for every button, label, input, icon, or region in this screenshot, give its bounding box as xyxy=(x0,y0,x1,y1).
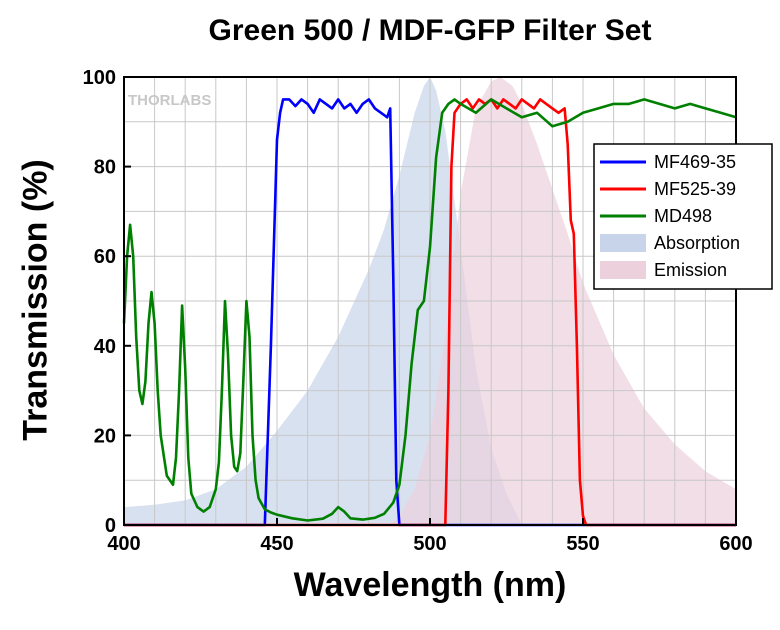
chart-title: Green 500 / MDF-GFP Filter Set xyxy=(208,14,652,47)
x-tick-label: 550 xyxy=(566,533,599,555)
y-tick-label: 40 xyxy=(94,336,116,358)
y-tick-label: 0 xyxy=(105,515,116,537)
x-tick-label: 450 xyxy=(260,533,293,555)
x-tick-label: 600 xyxy=(719,533,752,555)
legend-label: Absorption xyxy=(654,233,740,253)
y-tick-label: 80 xyxy=(94,157,116,179)
legend-label: Emission xyxy=(654,260,727,280)
legend-label: MD498 xyxy=(654,206,712,226)
legend-label: MF469-35 xyxy=(654,152,736,172)
legend: MF469-35 MF525-39 MD498 Absorption Emission xyxy=(593,143,773,290)
y-tick-label: 100 xyxy=(83,67,116,89)
x-tick-label: 400 xyxy=(107,533,140,555)
legend-swatch xyxy=(600,261,646,279)
legend-label: MF525-39 xyxy=(654,179,736,199)
x-tick-label: 500 xyxy=(413,533,446,555)
y-tick-label: 20 xyxy=(94,425,116,447)
y-tick-label: 60 xyxy=(94,246,116,268)
thorlabs-watermark: THORLABS xyxy=(128,92,211,109)
x-axis-label: Wavelength (nm) xyxy=(293,566,567,604)
legend-swatch xyxy=(600,234,646,252)
series-line-mf469-35 xyxy=(124,98,736,527)
series-area-absorption xyxy=(124,77,522,525)
series-line-md498 xyxy=(122,98,737,522)
